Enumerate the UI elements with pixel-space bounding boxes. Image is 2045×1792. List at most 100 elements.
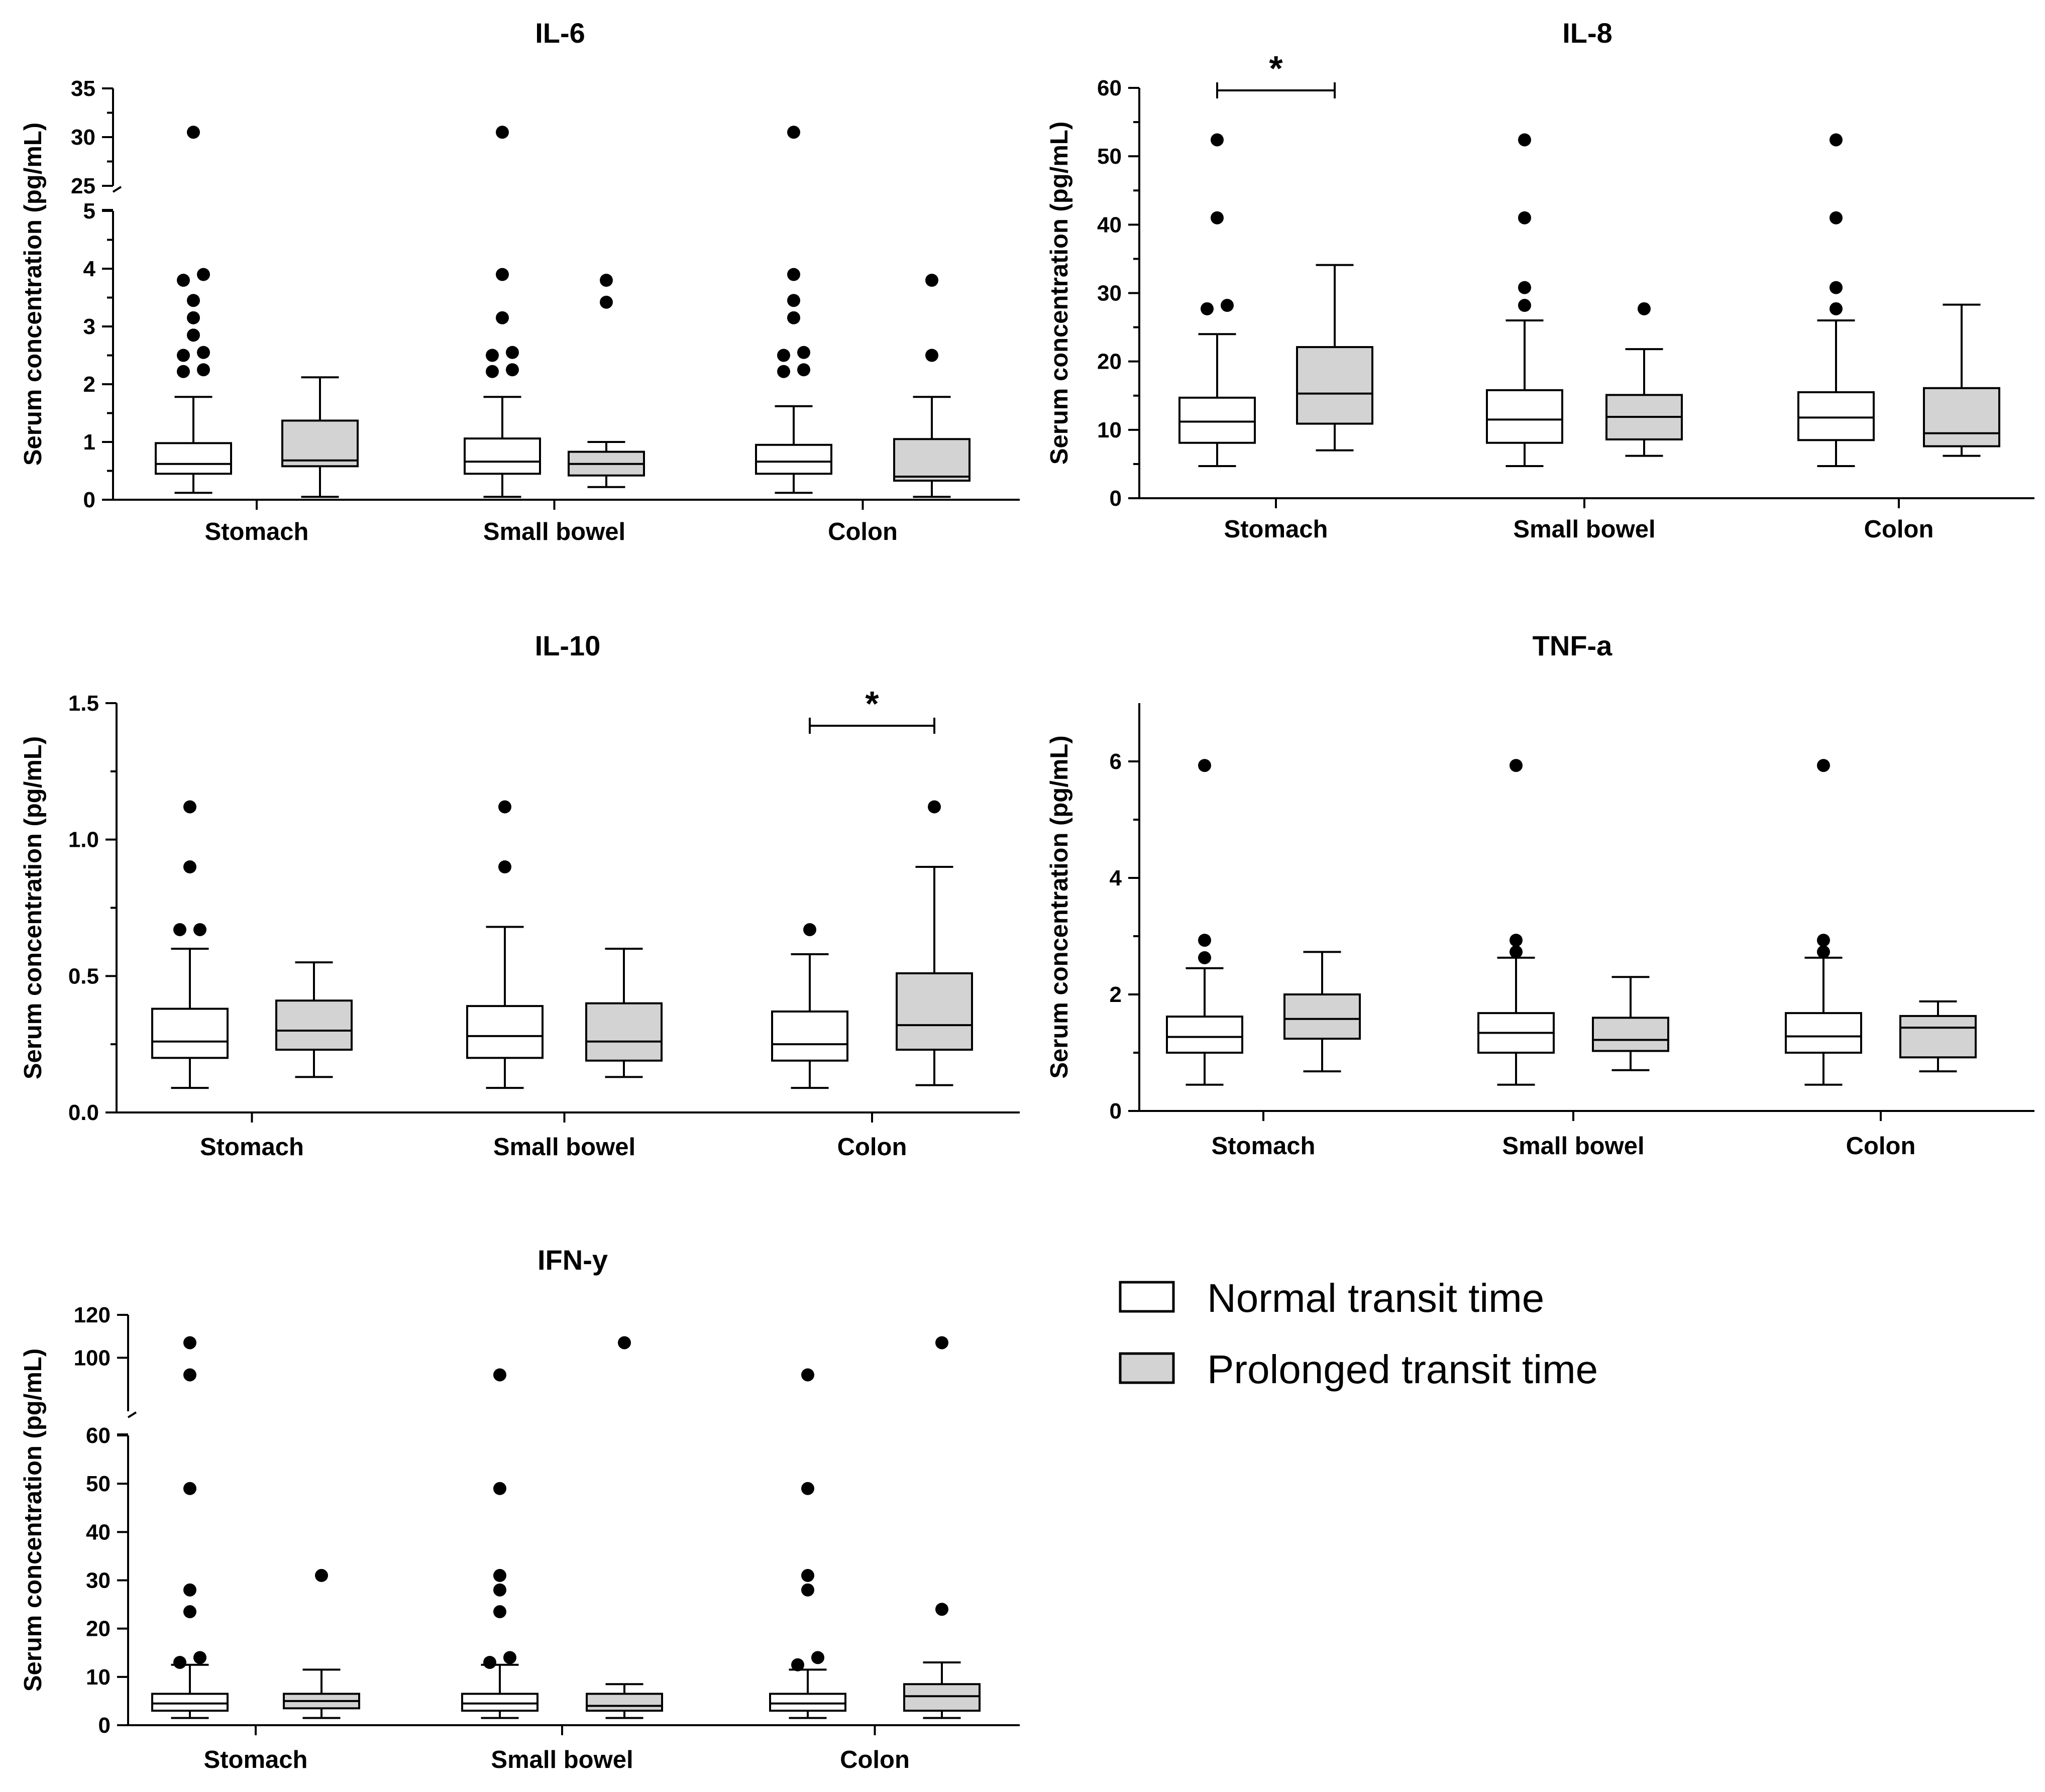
box-iqr xyxy=(466,1005,544,1059)
y-tick-label: 1 xyxy=(83,430,95,455)
chart-title: IFN-y xyxy=(537,1244,608,1276)
panel-ifn-y: IFN-y Serum concentration (pg/mL) 0 10 20 30 4… xyxy=(20,1244,1020,1773)
outlier-point xyxy=(483,1655,496,1669)
legend-label-normal: Normal transit time xyxy=(1207,1276,1544,1320)
box-normal-small-bowel xyxy=(466,800,544,1089)
box-prolonged-small-bowel xyxy=(1605,302,1683,457)
outlier-point xyxy=(493,1569,506,1582)
outlier-point xyxy=(1817,934,1830,947)
box-prolonged-colon xyxy=(893,274,971,498)
x-tick-label: Small bowel xyxy=(1502,1133,1644,1160)
outlier-point xyxy=(787,126,800,139)
outlier-point xyxy=(173,1655,186,1669)
y-axis-label: Serum concentration (pg/mL) xyxy=(20,123,47,466)
box-normal-small-bowel xyxy=(1477,759,1555,1086)
outlier-point xyxy=(1817,945,1830,959)
box-iqr xyxy=(771,1010,848,1062)
y-tick-label: 10 xyxy=(86,1665,111,1690)
outlier-point xyxy=(935,1336,948,1350)
axis-break-mark xyxy=(112,186,122,193)
y-axis-label: Serum concentration (pg/mL) xyxy=(20,1349,47,1692)
x-tick-label: Stomach xyxy=(200,1134,304,1161)
box-iqr xyxy=(769,1693,846,1712)
outlier-point xyxy=(600,295,613,309)
outlier-point xyxy=(183,1583,196,1597)
box-iqr xyxy=(893,438,971,482)
box-normal-colon xyxy=(771,923,848,1089)
y-tick-label: 0 xyxy=(1110,1099,1122,1124)
outlier-point xyxy=(811,1651,824,1664)
box-prolonged-small-bowel xyxy=(1592,976,1669,1071)
x-tick-label: Stomach xyxy=(204,1746,308,1773)
outlier-point xyxy=(797,363,810,377)
box-normal-stomach xyxy=(155,126,232,494)
box-prolonged-colon xyxy=(903,1336,981,1719)
y-tick-label: 35 xyxy=(71,76,95,101)
box-normal-stomach xyxy=(1178,133,1256,468)
outlier-point xyxy=(1221,299,1234,312)
outlier-point xyxy=(177,349,190,362)
outlier-point xyxy=(506,346,519,359)
outlier-point xyxy=(1518,281,1531,294)
box-iqr xyxy=(281,419,359,468)
outlier-point xyxy=(777,349,790,362)
box-prolonged-colon xyxy=(1899,1000,1977,1073)
outlier-point xyxy=(925,274,938,287)
outlier-point xyxy=(496,311,509,324)
outlier-point xyxy=(493,1583,506,1597)
outlier-point xyxy=(187,328,200,342)
outlier-point xyxy=(925,349,938,362)
y-tick-label: 40 xyxy=(1097,212,1122,237)
y-tick-label: 0 xyxy=(1110,486,1122,511)
chart-title: TNF-a xyxy=(1533,630,1613,661)
outlier-point xyxy=(1829,211,1843,225)
box-iqr xyxy=(1923,387,2000,447)
panel-il-10: IL-10 Serum concentration (pg/mL) 0.0 0.5 1.… xyxy=(20,630,1020,1161)
box-prolonged-colon xyxy=(896,800,973,1086)
outlier-point xyxy=(498,800,511,814)
outlier-point xyxy=(177,274,190,287)
x-tick-label: Colon xyxy=(828,518,898,545)
outlier-point xyxy=(183,1336,196,1350)
box-normal-colon xyxy=(755,126,832,494)
outlier-point xyxy=(183,860,196,873)
box-normal-colon xyxy=(1797,133,1875,468)
box-iqr xyxy=(585,1002,663,1062)
outlier-point xyxy=(197,268,210,281)
panel-il-6: IL-6 Serum concentration (pg/mL) 0 1 2 3 4 525 3… xyxy=(20,17,1020,545)
y-axis-label: Serum concentration (pg/mL) xyxy=(1046,735,1073,1078)
outlier-point xyxy=(197,346,210,359)
box-iqr xyxy=(896,972,973,1051)
box-iqr xyxy=(1178,396,1256,444)
outlier-point xyxy=(1829,133,1843,147)
x-tick-label: Colon xyxy=(1846,1133,1916,1160)
outlier-point xyxy=(493,1368,506,1382)
outlier-point xyxy=(1829,281,1843,294)
y-axis-label: Serum concentration (pg/mL) xyxy=(20,736,47,1079)
y-tick-label: 0.5 xyxy=(68,964,99,988)
y-tick-label: 4 xyxy=(1110,866,1122,890)
box-iqr xyxy=(1166,1016,1243,1054)
box-iqr xyxy=(1486,389,1563,444)
y-tick-label: 40 xyxy=(86,1520,111,1544)
outlier-point xyxy=(183,1605,196,1619)
box-normal-stomach xyxy=(151,1336,229,1719)
outlier-point xyxy=(493,1482,506,1495)
outlier-point xyxy=(315,1569,328,1582)
y-tick-label: 1.5 xyxy=(68,691,99,716)
outlier-point xyxy=(801,1569,814,1582)
box-prolonged-small-bowel xyxy=(568,274,645,488)
outlier-point xyxy=(787,294,800,307)
outlier-point xyxy=(1198,951,1211,964)
box-prolonged-stomach xyxy=(275,961,353,1078)
legend-swatch-normal xyxy=(1119,1281,1175,1313)
outlier-point xyxy=(496,126,509,139)
outlier-point xyxy=(600,274,613,287)
y-tick-label: 3 xyxy=(83,314,95,339)
outlier-point xyxy=(777,365,790,378)
outlier-point xyxy=(1198,759,1211,772)
outlier-point xyxy=(787,311,800,324)
y-tick-label: 20 xyxy=(1097,350,1122,374)
box-iqr xyxy=(275,999,353,1051)
box-prolonged-stomach xyxy=(281,376,359,498)
